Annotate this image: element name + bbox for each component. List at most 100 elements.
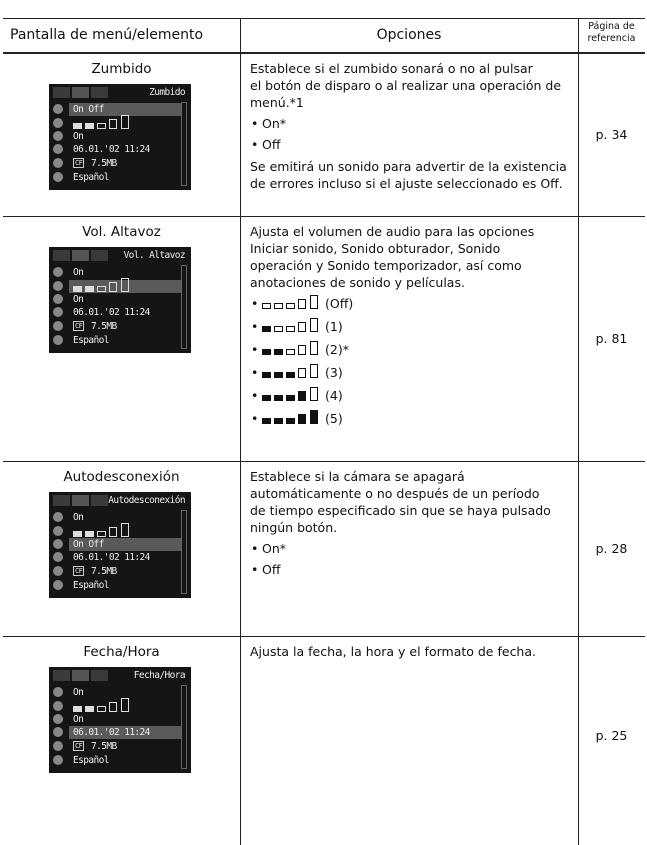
volume-box <box>286 395 295 401</box>
screen-text: 7.5MB <box>91 158 117 169</box>
volume-box <box>298 299 306 309</box>
volume-box <box>298 368 306 378</box>
icon <box>53 307 63 317</box>
icon <box>53 144 63 154</box>
header-line: referencia <box>587 33 636 44</box>
icon <box>53 755 63 765</box>
volume-box <box>97 123 106 129</box>
icon <box>53 335 63 345</box>
description: ningún botón. <box>250 520 338 535</box>
icon <box>53 172 63 182</box>
bullet: • <box>251 562 259 577</box>
icon <box>53 552 63 562</box>
description: anotaciones de sonido y películas. <box>250 275 465 290</box>
description: el botón de disparo o al realizar una op… <box>250 78 562 93</box>
camera-screen: Vol. Altavoz On On 06.01.'02 11:24 CF 7.5MB Es… <box>49 247 191 353</box>
screen-title: Vol. Altavoz <box>123 250 186 261</box>
volume-box <box>310 295 318 309</box>
screen-text: On <box>73 512 84 523</box>
page-ref: p. 34 <box>595 126 628 142</box>
description: Ajusta la fecha, la hora y el formato de… <box>250 644 536 659</box>
tab <box>91 87 108 98</box>
tab <box>53 495 70 506</box>
volume-box <box>310 364 318 378</box>
page-ref: p. 28 <box>595 540 628 556</box>
tab <box>91 495 108 506</box>
scrollbar <box>181 685 187 769</box>
volume-box <box>286 349 295 355</box>
icon <box>53 158 63 168</box>
volume-box <box>310 341 318 355</box>
volume-box <box>97 706 106 712</box>
screen-text: 06.01.'02 11:24 <box>73 144 150 155</box>
icon <box>53 131 63 141</box>
item-name: Zumbido <box>91 61 152 77</box>
volume-box <box>85 286 94 292</box>
volume-box <box>97 286 106 292</box>
volume-box <box>109 119 117 129</box>
column-header: Pantalla de menú/elemento <box>10 27 204 43</box>
volume-box <box>286 326 295 332</box>
option: On* <box>262 541 287 556</box>
bullet: • <box>251 388 259 403</box>
volume-box <box>121 698 129 712</box>
volume-box <box>73 531 82 537</box>
description: Ajusta el volumen de audio para las opci… <box>250 224 535 239</box>
description: Iniciar sonido, Sonido obturador, Sonido <box>250 241 501 256</box>
highlight <box>69 538 181 551</box>
icon <box>53 118 63 128</box>
description: menú.*1 <box>250 95 304 110</box>
screen-text: CF <box>73 566 85 576</box>
volume-box <box>121 523 129 537</box>
volume-box <box>262 395 271 401</box>
screen-title: Autodesconexión <box>108 495 185 506</box>
screen-text: On <box>73 294 84 305</box>
screen-text: CF <box>73 741 85 751</box>
volume-box <box>109 527 117 537</box>
camera-screen: Zumbido On Off On 06.01.'02 11:24 CF 7.5MB Esp… <box>49 84 191 190</box>
description: Establece si el zumbido sonará o no al p… <box>250 61 533 76</box>
bullet: • <box>251 319 259 334</box>
icon <box>53 727 63 737</box>
volume-box <box>85 531 94 537</box>
screen-text: 06.01.'02 11:24 <box>73 307 150 318</box>
bullet: • <box>251 116 259 131</box>
note: Se emitirá un sonido para advertir de la… <box>250 159 567 174</box>
description: Establece si la cámara se apagará <box>250 469 465 484</box>
volume-box <box>109 282 117 292</box>
description: automáticamente o no después de un perío… <box>250 486 540 501</box>
tab <box>72 495 89 506</box>
volume-box <box>97 531 106 537</box>
volume-box <box>274 395 283 401</box>
icon <box>53 566 63 576</box>
rule <box>3 461 645 462</box>
icon <box>53 294 63 304</box>
bullet: • <box>251 365 259 380</box>
tab <box>72 670 89 681</box>
icon <box>53 539 63 549</box>
scrollbar <box>181 102 187 186</box>
volume-box <box>262 372 271 378</box>
tab <box>72 87 89 98</box>
screen-text: Español <box>73 580 109 591</box>
option: (5) <box>325 411 343 426</box>
column-header: Opciones <box>376 27 442 43</box>
volume-box <box>274 372 283 378</box>
volume-box <box>262 349 271 355</box>
icon <box>53 267 63 277</box>
rule <box>240 18 241 845</box>
volume-box <box>85 123 94 129</box>
rule <box>3 18 645 19</box>
tab <box>91 250 108 261</box>
icon <box>53 701 63 711</box>
icon <box>53 281 63 291</box>
tab <box>91 670 108 681</box>
screen-text: CF <box>73 158 85 168</box>
volume-box <box>274 303 283 309</box>
icon <box>53 741 63 751</box>
icon <box>53 512 63 522</box>
rule <box>578 18 579 845</box>
screen-text: On <box>73 714 84 725</box>
icon <box>53 714 63 724</box>
volume-box <box>109 702 117 712</box>
